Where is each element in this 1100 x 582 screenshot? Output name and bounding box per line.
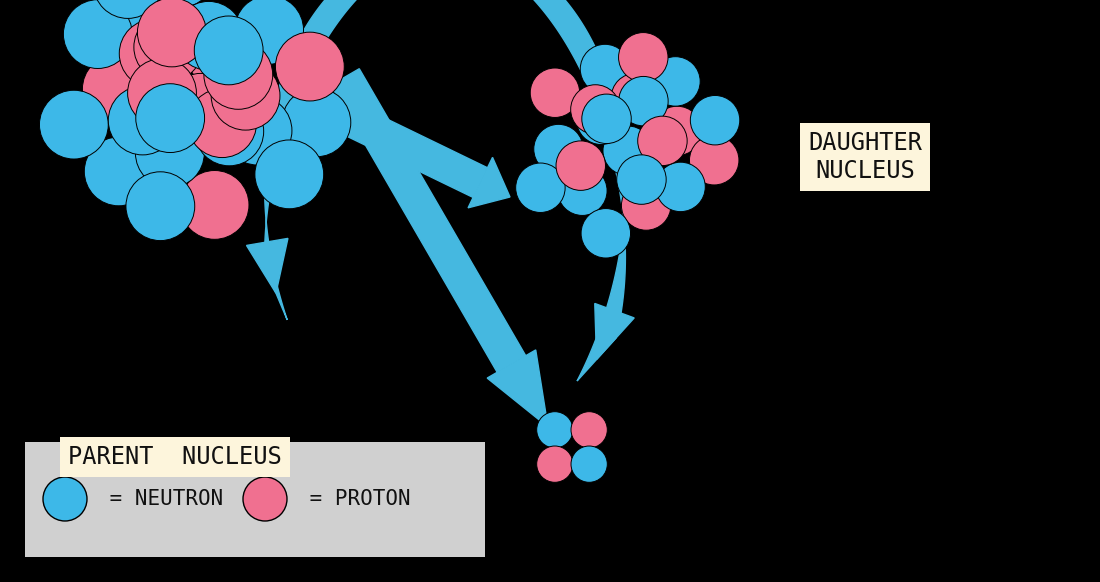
Circle shape — [188, 89, 256, 158]
Circle shape — [534, 125, 583, 174]
Polygon shape — [265, 0, 626, 381]
Circle shape — [516, 163, 565, 212]
Polygon shape — [246, 239, 288, 293]
Circle shape — [128, 59, 197, 127]
Circle shape — [581, 208, 630, 258]
Circle shape — [618, 33, 668, 82]
Polygon shape — [338, 102, 487, 197]
Circle shape — [690, 136, 739, 185]
Circle shape — [618, 76, 668, 126]
Circle shape — [537, 411, 573, 448]
Circle shape — [135, 119, 205, 187]
Circle shape — [166, 73, 235, 142]
Circle shape — [255, 140, 323, 209]
Circle shape — [223, 96, 292, 165]
Circle shape — [134, 13, 202, 81]
Circle shape — [94, 0, 162, 19]
Circle shape — [108, 86, 177, 155]
Circle shape — [582, 94, 631, 144]
Circle shape — [571, 85, 620, 134]
Circle shape — [195, 16, 263, 85]
Circle shape — [652, 106, 702, 155]
Circle shape — [85, 137, 153, 206]
Circle shape — [530, 68, 580, 118]
Circle shape — [135, 84, 205, 152]
Circle shape — [576, 95, 626, 144]
Circle shape — [612, 73, 660, 123]
Circle shape — [617, 155, 667, 204]
Circle shape — [603, 126, 652, 175]
Text: = NEUTRON: = NEUTRON — [97, 489, 223, 509]
FancyBboxPatch shape — [25, 442, 485, 557]
Circle shape — [638, 116, 688, 166]
Circle shape — [282, 88, 351, 157]
Circle shape — [275, 32, 344, 101]
Circle shape — [537, 446, 573, 482]
Circle shape — [211, 61, 280, 130]
Text: PARENT  NUCLEUS: PARENT NUCLEUS — [68, 445, 282, 469]
Circle shape — [138, 0, 206, 67]
Circle shape — [571, 411, 607, 448]
Circle shape — [243, 477, 287, 521]
Circle shape — [234, 0, 304, 64]
Circle shape — [195, 97, 264, 166]
Polygon shape — [469, 157, 510, 208]
Polygon shape — [487, 350, 548, 427]
Text: DAUGHTER
NUCLEUS: DAUGHTER NUCLEUS — [808, 131, 922, 183]
Circle shape — [180, 171, 249, 239]
Circle shape — [186, 18, 254, 87]
Circle shape — [621, 181, 671, 230]
Circle shape — [43, 477, 87, 521]
Circle shape — [82, 55, 151, 123]
Circle shape — [119, 19, 188, 88]
Circle shape — [656, 162, 705, 212]
Circle shape — [125, 172, 195, 240]
Circle shape — [571, 446, 607, 482]
Circle shape — [146, 0, 214, 8]
Circle shape — [581, 44, 629, 94]
Circle shape — [651, 56, 701, 106]
Text: = PROTON: = PROTON — [297, 489, 410, 509]
Circle shape — [174, 1, 243, 70]
Circle shape — [558, 166, 607, 215]
Circle shape — [556, 141, 605, 190]
Circle shape — [204, 41, 273, 109]
Circle shape — [120, 3, 189, 72]
Circle shape — [691, 95, 740, 145]
Circle shape — [64, 0, 132, 69]
Polygon shape — [331, 69, 526, 372]
Circle shape — [40, 90, 108, 159]
Polygon shape — [595, 303, 635, 360]
